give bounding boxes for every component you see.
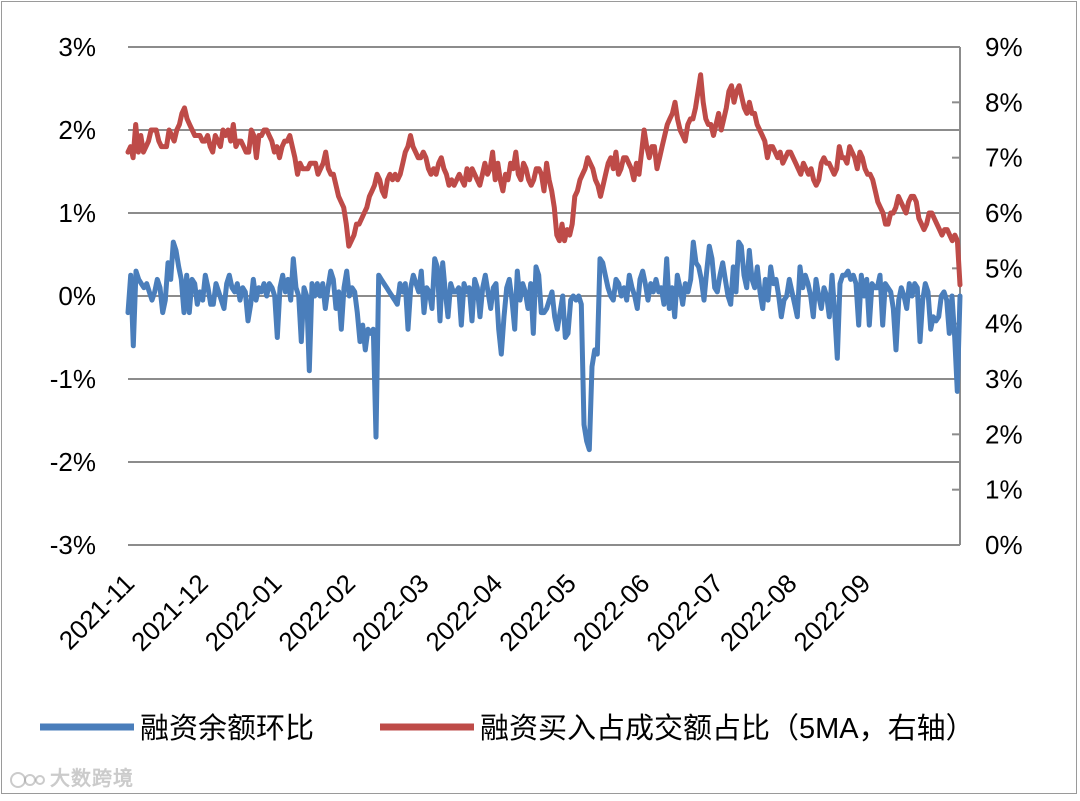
x-tick-label: 2022-07	[640, 568, 729, 657]
right-y-tick-label: 1%	[985, 475, 1023, 505]
left-y-tick-labels: -3% -2% -1% 0% 1% 2% 3%	[50, 32, 96, 560]
x-tick-label: 2022-06	[567, 568, 656, 657]
x-tick-label: 2021-11	[53, 568, 140, 655]
x-tick-label: 2022-09	[788, 568, 877, 657]
right-y-tick-label: 0%	[985, 530, 1023, 560]
watermark: 大数跨境	[10, 762, 134, 791]
x-tick-label: 2021-12	[125, 568, 214, 657]
left-y-tick-label: 1%	[58, 198, 96, 228]
right-y-tick-label: 2%	[985, 419, 1023, 449]
left-y-tick-label: -2%	[50, 447, 96, 477]
x-tick-label: 2022-02	[272, 568, 361, 657]
left-y-tick-label: -1%	[50, 364, 96, 394]
right-y-tick-label: 8%	[985, 87, 1023, 117]
watermark-logo-icon	[10, 771, 45, 788]
legend-label: 融资余额环比	[140, 712, 314, 745]
x-tick-labels: 2021-112021-122022-012022-022022-032022-…	[53, 568, 876, 657]
right-y-tick-label: 4%	[985, 309, 1023, 339]
right-y-tick-label: 7%	[985, 143, 1023, 173]
x-tick-label: 2022-08	[714, 568, 803, 657]
left-y-tick-label: -3%	[50, 530, 96, 560]
watermark-text: 大数跨境	[50, 766, 134, 790]
right-y-tick-label: 3%	[985, 364, 1023, 394]
series-line-margin-buy-ratio	[125, 72, 963, 288]
x-tick-label: 2022-03	[346, 568, 435, 657]
x-tick-label: 2022-04	[420, 568, 509, 657]
x-tick-label: 2022-05	[493, 568, 582, 657]
x-tick-label: 2022-01	[199, 568, 288, 657]
legend-label: 融资买入占成交额占比（5MA，右轴）	[480, 712, 975, 745]
right-y-tick-label: 6%	[985, 198, 1023, 228]
left-y-tick-label: 3%	[58, 32, 96, 62]
left-y-tick-label: 2%	[58, 115, 96, 145]
series-lines	[125, 72, 963, 453]
left-y-tick-label: 0%	[58, 281, 96, 311]
legend: 融资余额环比 融资买入占成交额占比（5MA，右轴）	[40, 712, 975, 745]
right-y-tick-label: 9%	[985, 32, 1023, 62]
right-y-tick-label: 5%	[985, 253, 1023, 283]
series-line-margin-balance-change	[125, 239, 963, 453]
right-y-tick-labels: 0% 1% 2% 3% 4% 5% 6% 7% 8% 9%	[985, 32, 1023, 560]
